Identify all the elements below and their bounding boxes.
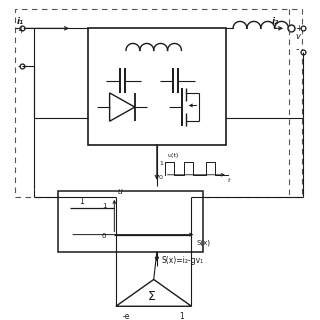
Text: i₂: i₂ <box>271 17 279 26</box>
Text: 0: 0 <box>159 174 163 180</box>
Text: i₁: i₁ <box>17 17 24 26</box>
Bar <box>88 28 226 145</box>
Text: +: + <box>17 26 24 35</box>
Text: 1: 1 <box>80 197 84 206</box>
Text: Σ: Σ <box>148 290 156 303</box>
Text: u(t): u(t) <box>168 154 179 158</box>
Bar <box>15 10 302 197</box>
Text: v: v <box>295 32 300 41</box>
Text: 1: 1 <box>102 203 106 209</box>
Text: 0: 0 <box>102 233 106 239</box>
Text: S(x): S(x) <box>196 239 210 245</box>
Text: -: - <box>295 44 299 54</box>
Text: u: u <box>117 187 122 196</box>
Text: -: - <box>17 61 20 71</box>
Bar <box>58 190 203 252</box>
Text: t: t <box>228 178 230 183</box>
Text: S(x)=i₂-gv₁: S(x)=i₂-gv₁ <box>162 256 204 265</box>
Text: 1: 1 <box>159 161 163 166</box>
Text: -e: -e <box>122 312 130 320</box>
Text: +: + <box>295 25 302 34</box>
Text: 1: 1 <box>179 312 184 320</box>
